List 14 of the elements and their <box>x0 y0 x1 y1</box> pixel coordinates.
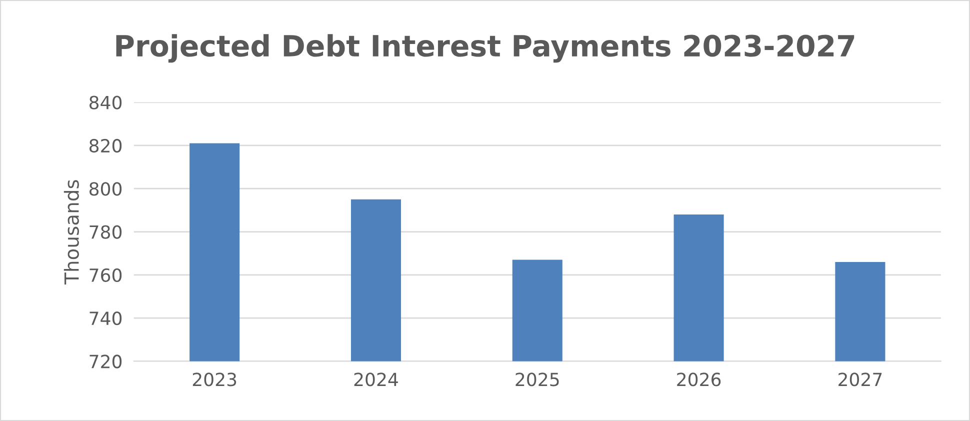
y-axis-title: Thousands <box>64 180 79 284</box>
x-tick-label: 2026 <box>677 372 721 386</box>
y-tick-label: 780 <box>90 225 122 239</box>
y-tick-label: 760 <box>90 268 122 282</box>
x-tick-label: 2023 <box>192 372 236 386</box>
y-tick-label: 800 <box>90 182 122 196</box>
y-tick-label: 720 <box>90 354 122 368</box>
y-tick-label: 840 <box>90 96 122 110</box>
y-tick-label: 740 <box>90 312 122 326</box>
x-tick-label: 2025 <box>516 372 559 386</box>
y-tick-label: 820 <box>90 138 122 153</box>
chart-title: Projected Debt Interest Payments 2023-2027 <box>116 34 854 63</box>
x-tick-label: 2027 <box>838 372 882 386</box>
x-tick-label: 2024 <box>354 372 398 386</box>
